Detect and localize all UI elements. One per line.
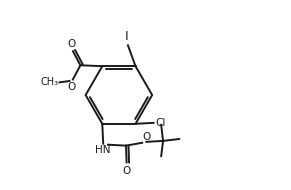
Text: Cl: Cl	[156, 118, 166, 128]
Text: O: O	[68, 39, 76, 49]
Text: O: O	[68, 82, 76, 92]
Text: I: I	[125, 30, 129, 43]
Text: O: O	[123, 166, 131, 176]
Text: CH₃: CH₃	[41, 77, 59, 87]
Text: O: O	[143, 132, 151, 142]
Text: HN: HN	[95, 145, 110, 155]
